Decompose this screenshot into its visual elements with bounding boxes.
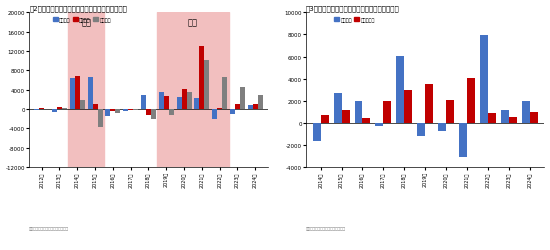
Bar (404, 91, 412, 123)
Bar (313, 123, 321, 142)
Bar (522, 101, 530, 123)
Bar (116, 110, 120, 114)
Bar (186, 92, 191, 110)
Text: 牛市: 牛市 (188, 18, 198, 27)
Bar (44, 109, 49, 110)
Bar (252, 105, 258, 110)
Bar (530, 112, 538, 123)
Bar (194, 98, 199, 110)
Bar (321, 116, 328, 123)
Bar (151, 110, 156, 119)
Bar (177, 98, 182, 110)
Bar (157, 13, 228, 167)
Bar (222, 78, 227, 110)
Bar (182, 90, 186, 110)
Bar (397, 57, 404, 123)
Bar (39, 108, 44, 110)
Bar (75, 77, 80, 110)
Bar (128, 110, 133, 111)
Bar (146, 110, 151, 116)
Bar (164, 96, 169, 110)
Bar (141, 96, 146, 110)
Bar (383, 101, 392, 123)
Bar (417, 123, 425, 136)
Bar (235, 104, 240, 110)
Bar (459, 123, 467, 157)
Bar (123, 110, 128, 112)
Bar (217, 108, 222, 110)
Bar (106, 110, 111, 117)
Bar (87, 78, 92, 110)
Bar (362, 118, 370, 123)
Bar (68, 13, 104, 167)
Bar (57, 107, 62, 110)
Bar (425, 84, 433, 123)
Bar (501, 110, 509, 123)
Bar (240, 88, 245, 110)
Bar (342, 110, 349, 123)
Bar (204, 61, 210, 110)
Bar (92, 105, 97, 110)
Bar (212, 110, 217, 120)
Bar (230, 110, 235, 114)
Bar (80, 101, 85, 110)
Bar (248, 106, 252, 110)
Bar (199, 47, 204, 110)
Bar (159, 92, 164, 110)
Bar (70, 78, 75, 110)
Bar (438, 123, 446, 131)
Legend: 银证转账, 融资余额, 公募基金: 银证转账, 融资余额, 公募基金 (51, 16, 113, 24)
Text: 图3：机构资金的增多不一定是牛市（单位：亿）: 图3：机构资金的增多不一定是牛市（单位：亿） (306, 6, 400, 12)
Bar (355, 101, 362, 123)
Bar (97, 110, 102, 128)
Bar (62, 108, 67, 110)
Text: 牛市: 牛市 (81, 18, 91, 27)
Text: 资料来源：万得，信达证券研发中心: 资料来源：万得，信达证券研发中心 (306, 226, 346, 230)
Bar (467, 78, 475, 123)
Text: 图2：居民资金一旦流入很容易有牛市（单位：亿）: 图2：居民资金一旦流入很容易有牛市（单位：亿） (29, 6, 127, 12)
Text: 资料来源：万得，信达证券研发中心: 资料来源：万得，信达证券研发中心 (29, 226, 69, 230)
Legend: 保险资金, 陆股通北上: 保险资金, 陆股通北上 (332, 16, 377, 24)
Bar (488, 113, 496, 123)
Bar (111, 110, 116, 112)
Bar (446, 100, 454, 123)
Bar (376, 123, 383, 127)
Bar (169, 110, 174, 116)
Bar (258, 95, 263, 110)
Bar (480, 36, 488, 123)
Bar (52, 110, 57, 112)
Bar (509, 118, 517, 123)
Bar (334, 94, 342, 123)
